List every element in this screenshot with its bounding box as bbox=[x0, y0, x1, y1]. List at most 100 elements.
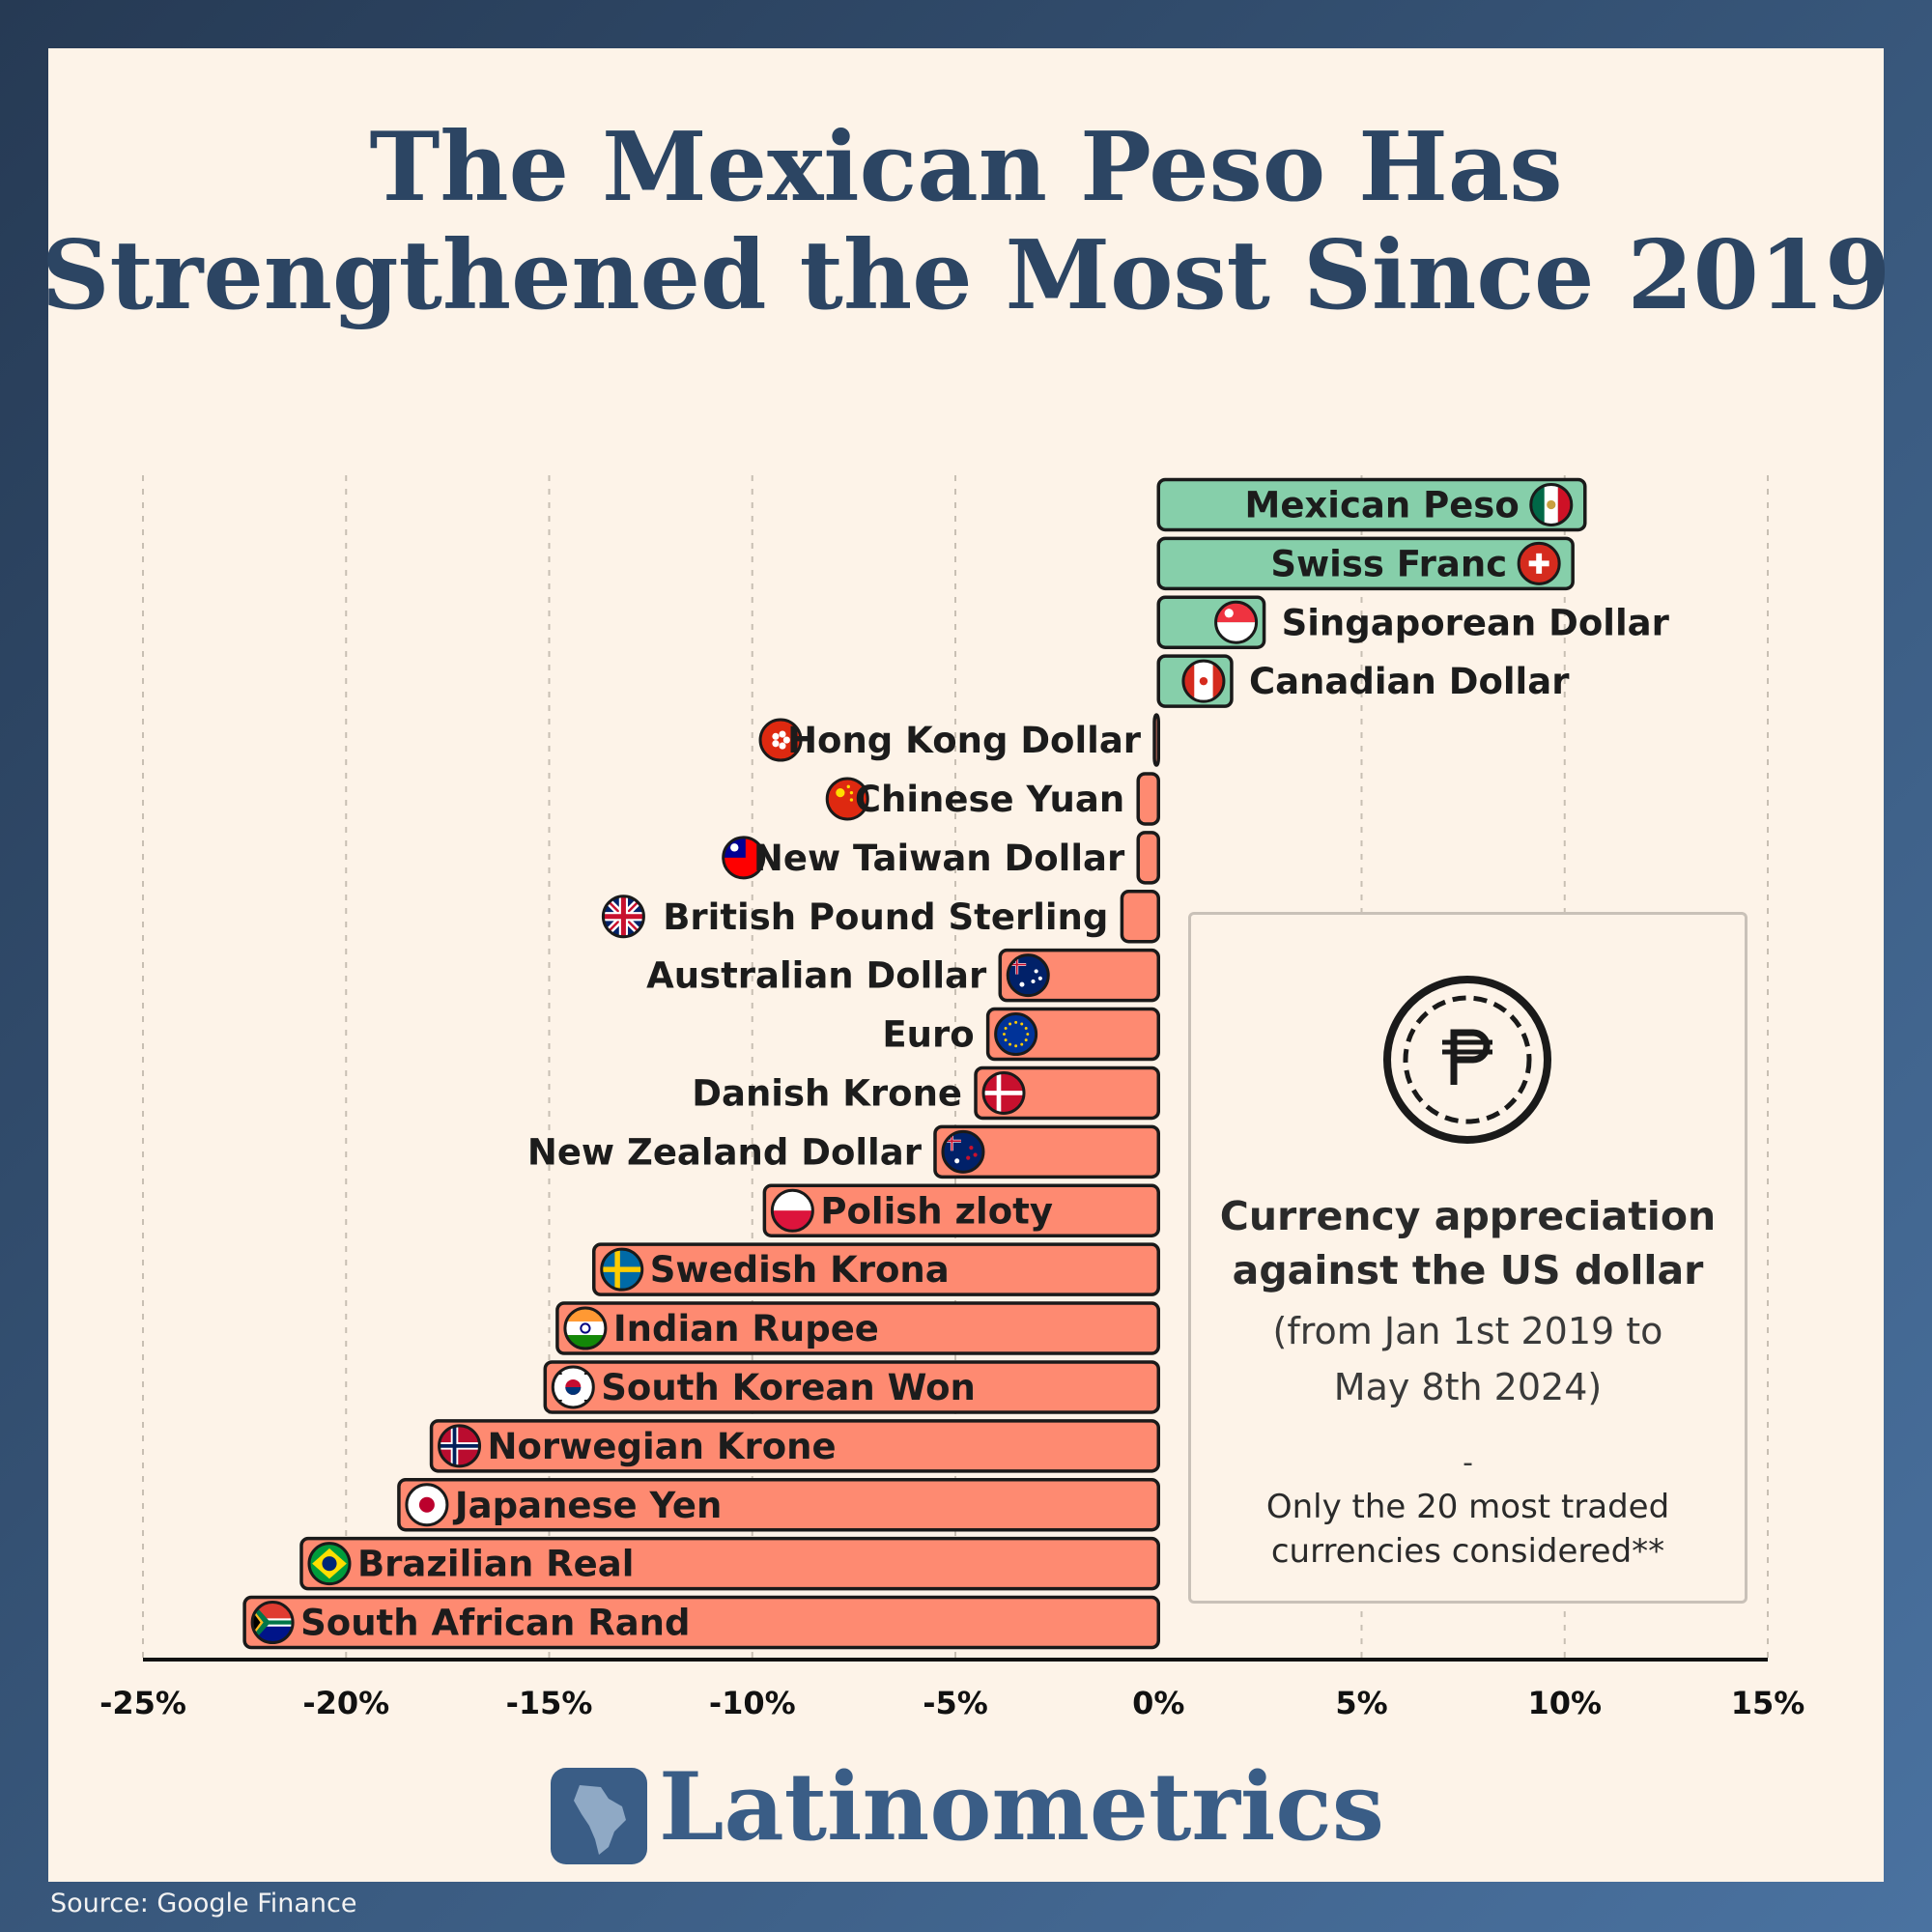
bar bbox=[429, 1419, 1160, 1473]
bar-group: Canadian Dollar bbox=[1156, 654, 1570, 708]
bar-label: Japanese Yen bbox=[452, 1485, 722, 1526]
flag-icon bbox=[551, 1365, 595, 1409]
bar-group: Hong Kong Dollar bbox=[758, 713, 1161, 767]
x-axis: -25% -20% -15% -10% -5% 0% 5% 10% 15% bbox=[99, 1658, 1805, 1721]
info-note-line-1: Only the 20 most traded bbox=[1265, 1488, 1670, 1526]
flag-icon bbox=[563, 1306, 608, 1350]
bar-group: Chinese Yuan bbox=[825, 772, 1160, 826]
bar-group: Danish Krone bbox=[692, 1065, 1161, 1121]
bar-label: Hong Kong Dollar bbox=[787, 720, 1142, 761]
bar-label: Singaporean Dollar bbox=[1282, 602, 1670, 643]
bar bbox=[242, 1595, 1160, 1650]
bar-label: Australian Dollar bbox=[646, 955, 987, 997]
info-heading: Currency appreciation against the US dol… bbox=[1191, 1189, 1745, 1297]
x-tick-label: 5% bbox=[1335, 1685, 1387, 1721]
bar-label: New Zealand Dollar bbox=[527, 1131, 923, 1173]
bar-group: South Korean Won bbox=[543, 1360, 1160, 1414]
bars: Mexican Peso Swiss Franc Singaporean Dolla… bbox=[242, 477, 1670, 1650]
chart-title: The Mexican Peso Has Strengthened the Mo… bbox=[0, 114, 1932, 330]
x-tick-label: -5% bbox=[923, 1685, 988, 1721]
bar-group: Singaporean Dollar bbox=[1156, 595, 1670, 649]
x-tick-label: -20% bbox=[302, 1685, 389, 1721]
bar-label: Indian Rupee bbox=[613, 1308, 879, 1350]
bar-group: Polish zloty bbox=[762, 1183, 1160, 1237]
bar-label: Mexican Peso bbox=[1245, 484, 1520, 526]
info-range-line-2: May 8th 2024) bbox=[1333, 1366, 1603, 1408]
bar bbox=[1156, 477, 1587, 532]
flag-icon bbox=[981, 1070, 1026, 1115]
bar-group: Indian Rupee bbox=[555, 1301, 1160, 1355]
bar-label: British Pound Sterling bbox=[663, 896, 1108, 938]
bar-group: Euro bbox=[882, 1007, 1161, 1062]
bar-label: Polish zloty bbox=[820, 1190, 1053, 1232]
bar-group: Australian Dollar bbox=[646, 948, 1160, 1003]
bar-label: Canadian Dollar bbox=[1249, 661, 1570, 702]
info-range-line-1: (from Jan 1st 2019 to bbox=[1272, 1310, 1663, 1352]
flag-icon bbox=[405, 1483, 449, 1527]
bar-label: Euro bbox=[882, 1014, 974, 1056]
info-note: Only the 20 most traded currencies consi… bbox=[1191, 1485, 1745, 1574]
bar bbox=[1136, 831, 1160, 885]
x-tick-label: -10% bbox=[709, 1685, 796, 1721]
bar-group: Brazilian Real bbox=[299, 1536, 1160, 1591]
flag-icon bbox=[722, 836, 766, 880]
x-tick-label: 10% bbox=[1527, 1685, 1602, 1721]
brand-name: Latinometrics bbox=[659, 1752, 1384, 1861]
bar-label: Danish Krone bbox=[692, 1072, 962, 1114]
bar-group: Norwegian Krone bbox=[429, 1419, 1160, 1473]
flag-icon bbox=[601, 895, 645, 939]
bar-label: South Korean Won bbox=[601, 1367, 976, 1408]
flag-icon bbox=[1517, 541, 1561, 585]
bar-label: Chinese Yuan bbox=[855, 779, 1124, 820]
flag-icon bbox=[941, 1129, 985, 1174]
flag-icon bbox=[1181, 659, 1226, 703]
bar-label: Swiss Franc bbox=[1270, 543, 1507, 584]
info-heading-line-1: Currency appreciation bbox=[1219, 1193, 1717, 1239]
source-note: Source: Google Finance bbox=[50, 1889, 357, 1918]
bar bbox=[933, 1124, 1160, 1179]
flag-icon bbox=[438, 1424, 482, 1468]
bar-group: Japanese Yen bbox=[397, 1478, 1161, 1532]
bar-group: Swedish Krona bbox=[592, 1242, 1160, 1296]
bar bbox=[397, 1478, 1161, 1532]
x-tick-label: 0% bbox=[1132, 1685, 1184, 1721]
info-date-range: (from Jan 1st 2019 to May 8th 2024) bbox=[1191, 1303, 1745, 1415]
bar-label: Swedish Krona bbox=[650, 1249, 950, 1291]
flag-icon bbox=[994, 1012, 1038, 1057]
bar bbox=[299, 1536, 1160, 1591]
bar bbox=[1156, 536, 1575, 591]
bar-group: South African Rand bbox=[242, 1595, 1160, 1650]
title-line-1: The Mexican Peso Has bbox=[369, 112, 1563, 223]
bar-group: Mexican Peso bbox=[1156, 477, 1587, 532]
flag-icon bbox=[1529, 482, 1574, 526]
bar-group: New Zealand Dollar bbox=[527, 1124, 1160, 1179]
bar-label: New Taiwan Dollar bbox=[753, 838, 1125, 879]
bar bbox=[543, 1360, 1160, 1414]
flag-icon bbox=[600, 1247, 644, 1292]
flag-icon bbox=[307, 1542, 352, 1586]
flag-icon bbox=[825, 777, 869, 821]
bar bbox=[1152, 713, 1161, 767]
flag-icon bbox=[1214, 600, 1259, 644]
bar bbox=[762, 1183, 1160, 1237]
bar bbox=[555, 1301, 1160, 1355]
flag-icon bbox=[770, 1188, 814, 1233]
bar-label: Brazilian Real bbox=[357, 1544, 634, 1585]
x-tick-label: -15% bbox=[506, 1685, 593, 1721]
info-note-line-2: currencies considered** bbox=[1270, 1532, 1665, 1571]
bar-label: South African Rand bbox=[300, 1603, 690, 1644]
title-line-2: Strengthened the Most Since 2019 bbox=[41, 220, 1891, 331]
x-tick-label: 15% bbox=[1731, 1685, 1805, 1721]
bar-label: Norwegian Krone bbox=[488, 1426, 837, 1467]
peso-coin-icon bbox=[1383, 976, 1551, 1144]
bar bbox=[1136, 772, 1160, 826]
info-box: Currency appreciation against the US dol… bbox=[1188, 912, 1747, 1604]
flag-icon bbox=[1006, 953, 1050, 998]
latinometrics-logo-icon bbox=[551, 1768, 647, 1864]
bar-group: Swiss Franc bbox=[1156, 536, 1575, 591]
info-dash: - bbox=[1463, 1446, 1473, 1480]
info-heading-line-2: against the US dollar bbox=[1232, 1247, 1704, 1293]
x-tick-label: -25% bbox=[99, 1685, 186, 1721]
flag-icon bbox=[758, 718, 803, 762]
